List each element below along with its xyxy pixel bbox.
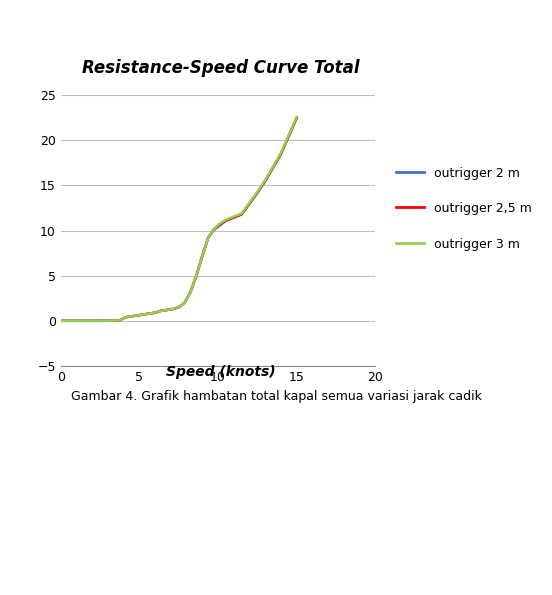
Text: Gambar 4. Grafik hambatan total kapal semua variasi jarak cadik: Gambar 4. Grafik hambatan total kapal se… <box>71 390 481 403</box>
Text: Resistance-Speed Curve Total: Resistance-Speed Curve Total <box>82 60 359 77</box>
Legend: outrigger 2 m, outrigger 2,5 m, outrigger 3 m: outrigger 2 m, outrigger 2,5 m, outrigge… <box>391 162 537 256</box>
Text: Speed (knots): Speed (knots) <box>166 365 275 379</box>
